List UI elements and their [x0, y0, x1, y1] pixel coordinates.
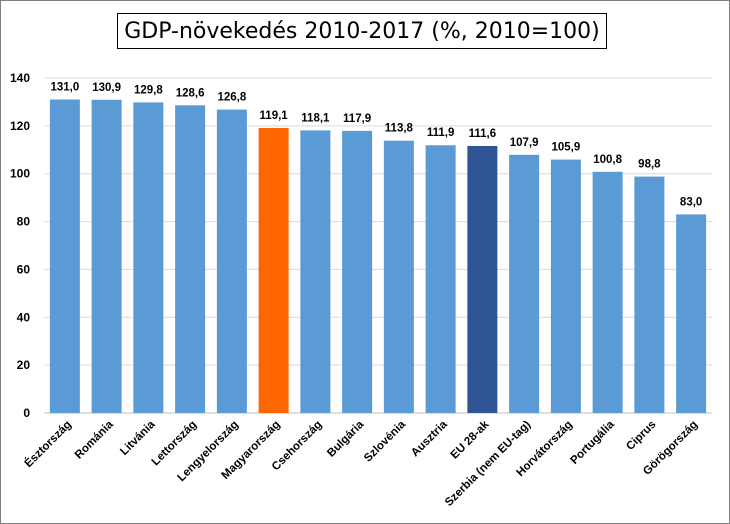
value-label: 118,1	[301, 112, 330, 124]
category-label: Ausztria	[409, 418, 450, 459]
bar-csehország	[300, 130, 331, 413]
value-label: 126,8	[217, 92, 246, 104]
value-label: 111,9	[427, 127, 455, 139]
category-label: Észtország	[22, 418, 74, 470]
bar-románia	[91, 99, 122, 414]
category-label: Ciprus	[624, 419, 658, 453]
value-label: 105,9	[551, 142, 580, 154]
bar-portugália	[592, 171, 623, 413]
bar-litvánia	[133, 102, 164, 414]
chart-title: GDP-növekedés 2010-2017 (%, 2010=100)	[124, 18, 600, 44]
bars	[49, 99, 707, 414]
y-tick-label: 40	[17, 310, 31, 324]
value-label: 113,8	[385, 123, 414, 135]
chart-title-box: GDP-növekedés 2010-2017 (%, 2010=100)	[117, 13, 607, 49]
bar-észtország	[49, 99, 80, 414]
category-label: Litvánia	[118, 418, 158, 458]
value-label: 119,1	[260, 110, 289, 122]
bar-eu-28-ak	[467, 145, 498, 413]
bar-bulgária	[342, 130, 373, 413]
category-label: Bulgária	[325, 418, 366, 459]
y-tick-label: 20	[17, 358, 31, 372]
value-label: 83,0	[680, 196, 702, 208]
y-tick-label: 120	[10, 119, 30, 133]
value-label: 117,9	[343, 113, 371, 125]
value-label: 107,9	[510, 137, 539, 149]
category-label: Szlovénia	[362, 418, 408, 464]
value-label: 130,9	[92, 82, 121, 94]
bar-lengyelország	[216, 109, 247, 413]
value-label: 100,8	[593, 154, 622, 166]
category-label: Szerbia (nem EU-tag)	[443, 419, 533, 509]
value-label: 98,8	[638, 159, 661, 171]
bar-horvátország	[550, 159, 581, 413]
value-labels: 131,0 130,9 129,8 128,6 126,8 119,1 118,1 117,9…	[50, 82, 702, 209]
y-tick-label: 100	[10, 167, 30, 181]
value-label: 131,0	[50, 82, 79, 94]
bar-lettország	[175, 105, 206, 414]
value-label: 111,6	[469, 128, 497, 140]
y-tick-label: 0	[23, 406, 30, 420]
value-label: 129,8	[134, 84, 163, 96]
bar-magyarország	[258, 128, 289, 413]
bar-görögország	[676, 214, 707, 413]
category-label: Portugália	[568, 418, 617, 467]
bar-ciprus	[634, 176, 665, 413]
value-label: 128,6	[176, 87, 205, 99]
bar-szlovénia	[383, 140, 414, 413]
y-tick-label: 140	[10, 71, 30, 85]
category-label: Románia	[73, 418, 116, 461]
y-tick-label: 80	[17, 215, 31, 229]
bar-ausztria	[425, 145, 456, 413]
y-tick-label: 60	[17, 262, 31, 276]
category-label: EU 28-ak	[449, 418, 492, 461]
y-axis: 0 20 40 60 80 100 120 140	[10, 71, 30, 420]
bar-szerbia-nem-eu-tag-	[509, 154, 540, 413]
